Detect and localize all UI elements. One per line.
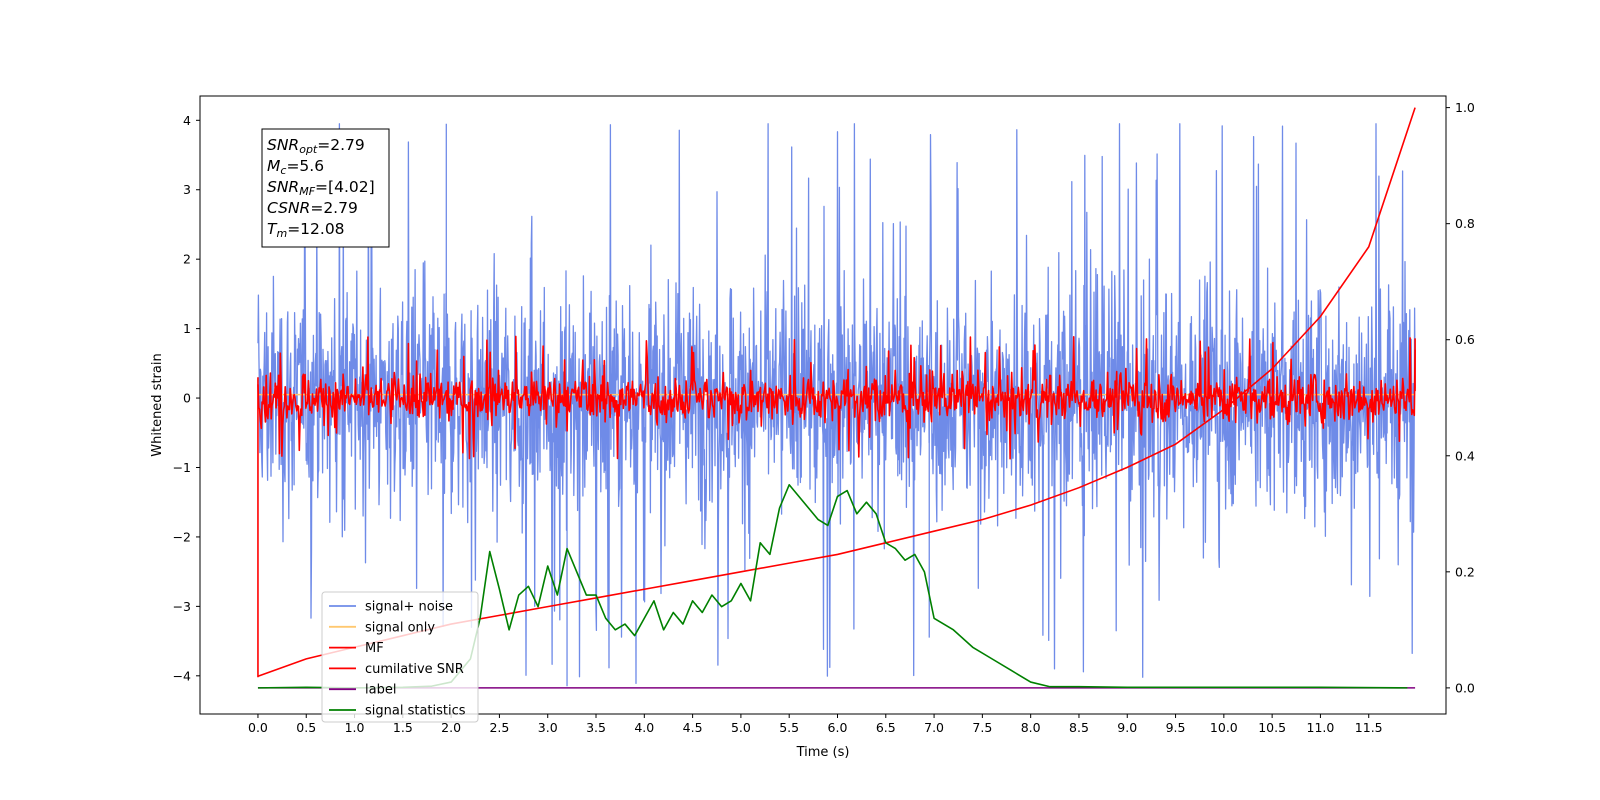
annotation-value: =2.79 — [310, 199, 358, 217]
y2-tick-label: 0.4 — [1455, 448, 1475, 463]
y2-tick-label: 0.2 — [1455, 564, 1475, 579]
x-tick-label: 6.0 — [828, 720, 848, 735]
x-tick-label: 9.0 — [1117, 720, 1137, 735]
annotation-value: =2.79 — [317, 136, 365, 154]
y-tick-label: 4 — [183, 113, 191, 128]
annotation-symbol: SNR — [267, 136, 299, 154]
x-tick-label: 10.5 — [1258, 720, 1286, 735]
annotation-symbol: T — [267, 220, 278, 238]
x-tick-label: 4.5 — [683, 720, 703, 735]
x-tick-label: 5.5 — [779, 720, 799, 735]
annotation-subscript: opt — [299, 143, 318, 156]
annotation-subscript: MF — [299, 185, 315, 198]
x-tick-label: 1.0 — [345, 720, 365, 735]
x-tick-label: 11.5 — [1355, 720, 1383, 735]
x-tick-label: 6.5 — [876, 720, 896, 735]
x-tick-label: 0.0 — [248, 720, 268, 735]
x-tick-label: 11.0 — [1307, 720, 1335, 735]
annotation-value: =12.08 — [287, 220, 344, 238]
series-signal-statistics — [257, 483, 1408, 689]
y-axis-left: 4 3 2 1 0 −1 −2 −3 −4 — [173, 113, 200, 683]
y-tick-label: −4 — [173, 668, 191, 683]
legend-label: MF — [365, 641, 384, 656]
x-tick-label: 10.0 — [1210, 720, 1238, 735]
legend-label: signal+ noise — [365, 600, 453, 615]
y-tick-label: −2 — [173, 529, 191, 544]
legend-label: cumilative SNR — [365, 662, 464, 677]
x-tick-label: 2.5 — [489, 720, 509, 735]
y2-tick-label: 0.0 — [1455, 680, 1475, 695]
annotation-symbol: SNR — [267, 178, 299, 196]
x-axis: 0.0 0.5 1.0 1.5 2.0 2.5 3.0 3.5 4.0 4.5 5.0 5.5 6.0 6… — [248, 714, 1383, 735]
x-tick-label: 8.0 — [1021, 720, 1041, 735]
y-axis-right: 1.0 0.8 0.6 0.4 0.2 0.0 — [1446, 100, 1475, 695]
annotation-symbol: CSNR — [267, 199, 310, 217]
x-axis-label: Time (s) — [796, 745, 850, 760]
y-tick-label: −1 — [173, 460, 191, 475]
annotation-line: CSNR=2.79 — [267, 199, 358, 217]
y2-tick-label: 0.8 — [1455, 216, 1475, 231]
annotation-line: SNRMF=[4.02] — [267, 178, 375, 198]
y-axis-label: Whitened strain — [150, 353, 165, 456]
annotation-line: Mc=5.6 — [267, 157, 324, 177]
y2-tick-label: 1.0 — [1455, 100, 1475, 115]
annotation-frame — [261, 128, 390, 248]
x-tick-label: 0.5 — [296, 720, 316, 735]
x-tick-label: 8.5 — [1069, 720, 1089, 735]
annotation-symbol: M — [267, 157, 280, 175]
y2-tick-label: 0.6 — [1455, 332, 1475, 347]
legend: signal+ noise signal only MF cumilative SNR… — [321, 591, 479, 723]
y-tick-label: 2 — [183, 252, 191, 267]
annotation-subscript: m — [276, 227, 287, 240]
y-tick-label: 3 — [183, 182, 191, 197]
annotation-value: =5.6 — [286, 157, 324, 175]
annotation-box: SNRopt=2.79Mc=5.6SNRMF=[4.02]CSNR=2.79Tm… — [261, 128, 390, 248]
legend-label: signal only — [365, 620, 435, 635]
series-mf — [257, 335, 1416, 460]
x-tick-label: 2.0 — [441, 720, 461, 735]
series-signal-noise — [257, 123, 1416, 685]
annotation-value: =[4.02] — [315, 178, 375, 196]
plot-frame — [199, 95, 1447, 715]
x-tick-label: 7.0 — [924, 720, 944, 735]
legend-frame — [321, 591, 479, 723]
x-tick-label: 9.5 — [1166, 720, 1186, 735]
annotation-line: SNRopt=2.79 — [267, 136, 365, 156]
x-tick-label: 3.5 — [586, 720, 606, 735]
annotation-line: Tm=12.08 — [267, 220, 345, 240]
legend-label: signal statistics — [365, 704, 466, 719]
annotation-subscript: c — [280, 164, 286, 177]
y-tick-label: −3 — [173, 599, 191, 614]
x-tick-label: 5.0 — [731, 720, 751, 735]
x-tick-label: 3.0 — [538, 720, 558, 735]
x-tick-label: 7.5 — [972, 720, 992, 735]
x-tick-label: 1.5 — [393, 720, 413, 735]
y-tick-label: 0 — [183, 391, 191, 406]
y-tick-label: 1 — [183, 321, 191, 336]
x-tick-label: 4.0 — [634, 720, 654, 735]
legend-label: label — [365, 683, 396, 698]
